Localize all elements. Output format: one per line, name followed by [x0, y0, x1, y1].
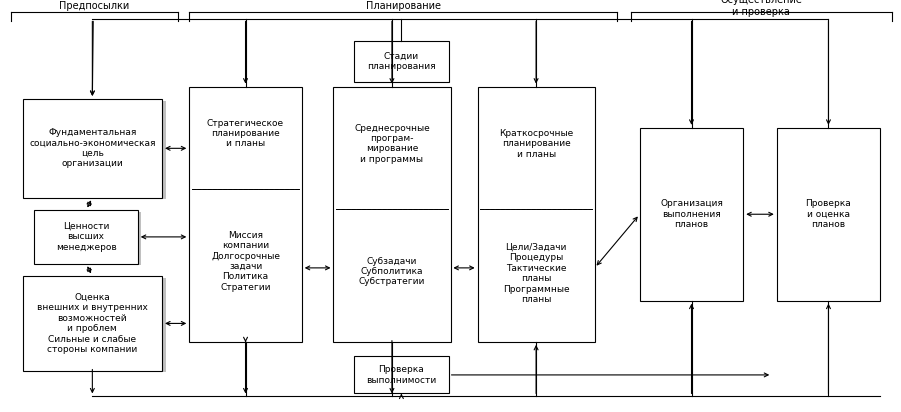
Bar: [354, 41, 449, 82]
Bar: [354, 356, 449, 393]
Bar: [34, 210, 138, 264]
Bar: [26, 101, 166, 199]
Text: Среднесрочные
програм-
мирование
и программы: Среднесрочные програм- мирование и прогр…: [354, 124, 430, 164]
Text: Оценка
внешних и внутренних
возможностей
и проблем
Сильные и слабые
стороны комп: Оценка внешних и внутренних возможностей…: [37, 293, 148, 354]
Text: Краткосрочные
планирование
и планы: Краткосрочные планирование и планы: [499, 129, 573, 159]
Text: Стадии
планирования: Стадии планирования: [367, 52, 436, 72]
Text: Фундаментальная
социально-экономическая
цель
организации: Фундаментальная социально-экономическая …: [29, 128, 156, 169]
Bar: [23, 276, 162, 371]
Text: Осуществление
и проверка: Осуществление и проверка: [721, 0, 802, 17]
Text: Планирование: Планирование: [366, 1, 441, 11]
Bar: [640, 128, 743, 301]
Text: Предпосылки: Предпосылки: [59, 1, 130, 11]
Bar: [189, 87, 302, 342]
Bar: [38, 212, 141, 265]
Bar: [23, 99, 162, 198]
Bar: [333, 87, 450, 342]
Bar: [777, 128, 880, 301]
Text: Стратегическое
планирование
и планы: Стратегическое планирование и планы: [207, 119, 284, 148]
Text: Ценности
высших
менеджеров: Ценности высших менеджеров: [56, 222, 116, 252]
Text: Субзадачи
Субполитика
Субстратегии: Субзадачи Субполитика Субстратегии: [359, 257, 425, 286]
Text: Цели/Задачи
Процедуры
Тактические
планы
Программные
планы: Цели/Задачи Процедуры Тактические планы …: [503, 243, 569, 304]
Text: Организация
выполнения
планов: Организация выполнения планов: [660, 199, 723, 229]
Bar: [478, 87, 595, 342]
Bar: [26, 278, 166, 372]
Text: Миссия
компании
Долгосрочные
задачи
Политика
Стратегии: Миссия компании Долгосрочные задачи Поли…: [211, 231, 280, 292]
Text: Проверка
и оценка
планов: Проверка и оценка планов: [805, 199, 851, 229]
Text: Проверка
выполнимости: Проверка выполнимости: [367, 365, 436, 385]
